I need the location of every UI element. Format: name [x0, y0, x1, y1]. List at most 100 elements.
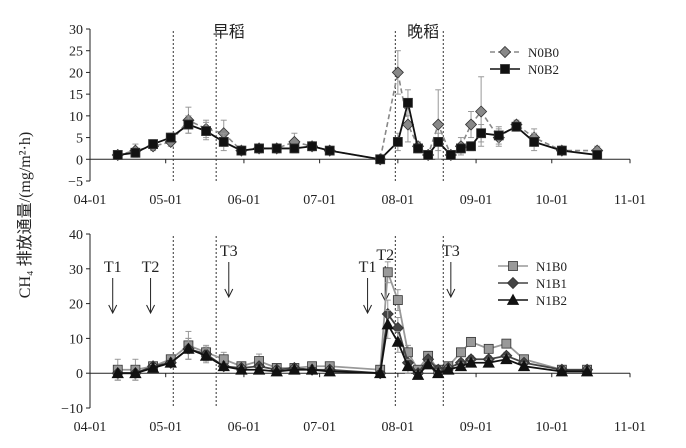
data-point — [112, 150, 123, 160]
data-point — [165, 132, 176, 143]
x-tick-label: 07-01 — [303, 420, 336, 435]
series-N0B2 — [112, 89, 603, 165]
legend-marker — [506, 276, 520, 290]
data-point — [592, 150, 603, 160]
legend-marker — [498, 45, 512, 59]
y-tick-label: 20 — [69, 66, 83, 81]
data-point — [493, 130, 504, 141]
data-point — [442, 363, 455, 375]
fertilization-label: T2 — [142, 259, 160, 276]
legend-label: N0B2 — [528, 62, 559, 77]
series-line — [117, 102, 598, 161]
data-point — [111, 366, 124, 379]
data-point — [183, 119, 194, 130]
fertilization-label: T3 — [220, 243, 238, 260]
data-point — [464, 356, 478, 368]
data-point — [324, 145, 335, 156]
legend-label: N1B1 — [536, 276, 567, 291]
data-point — [556, 145, 567, 156]
x-tick-label: 10-01 — [535, 420, 568, 435]
data-point — [432, 366, 445, 379]
x-tick-label: 07-01 — [303, 193, 336, 208]
data-point — [529, 137, 540, 147]
series-line — [117, 271, 588, 372]
panel-1: 30 25 20 15 10 5 0 −5 04-01 05-01 06-01 07-01 08-01 0… — [68, 23, 646, 208]
data-point — [218, 137, 229, 147]
data-point — [164, 356, 177, 368]
series-line — [117, 321, 588, 377]
legend-marker — [500, 64, 510, 74]
y-tick-label: 40 — [69, 228, 83, 243]
x-tick-label: 10-01 — [535, 193, 568, 208]
data-point — [289, 143, 300, 154]
data-point — [130, 147, 141, 158]
fertilization-arrowhead — [146, 304, 156, 315]
data-point — [475, 105, 488, 118]
fertilization-label: T2 — [376, 247, 394, 264]
data-point — [511, 121, 522, 132]
data-point — [391, 335, 405, 347]
data-point — [403, 97, 413, 108]
data-point — [235, 363, 248, 375]
data-point — [288, 363, 301, 375]
x-tick-label: 04-01 — [74, 193, 107, 208]
data-point — [381, 318, 394, 330]
series-N1B2 — [111, 310, 594, 381]
y-tick-label: 0 — [76, 367, 83, 382]
data-point — [129, 366, 142, 379]
y-tick-label: 10 — [69, 332, 83, 347]
y-tick-label: 0 — [76, 153, 83, 168]
fertilization-label: T3 — [442, 243, 460, 260]
data-point — [500, 352, 513, 365]
y-tick-label: −10 — [61, 402, 83, 417]
x-tick-label: 08-01 — [382, 193, 415, 208]
panel-2: 40 30 20 10 0 −10 04-01 05-01 06-01 07-01 08-01 09-… — [61, 228, 646, 435]
data-point — [433, 137, 444, 147]
legend-marker — [506, 293, 520, 305]
data-point — [252, 363, 266, 375]
data-point — [391, 66, 404, 79]
x-tick-label: 11-01 — [614, 420, 646, 435]
y-tick-label: 5 — [76, 132, 83, 147]
fertilization-label: T1 — [359, 259, 377, 276]
data-point — [464, 118, 478, 131]
data-point — [466, 141, 476, 152]
x-tick-label: 06-01 — [228, 193, 261, 208]
data-point — [392, 295, 403, 306]
data-point — [501, 338, 512, 349]
data-point — [305, 363, 319, 375]
data-point — [254, 143, 264, 154]
fertilization-arrowhead — [446, 288, 456, 299]
data-point — [483, 343, 494, 354]
data-point — [323, 365, 336, 377]
fertilization-arrowhead — [363, 304, 373, 315]
y-tick-label: 15 — [69, 88, 83, 103]
data-point — [432, 118, 445, 131]
data-point — [456, 143, 466, 154]
data-point — [148, 139, 158, 149]
data-point — [307, 141, 317, 152]
legend-label: N1B2 — [536, 293, 567, 308]
y-tick-label: 30 — [69, 23, 83, 38]
y-tick-label: −5 — [68, 175, 83, 190]
data-point — [482, 356, 495, 368]
data-point — [236, 145, 247, 156]
data-point — [411, 368, 425, 380]
data-point — [217, 359, 230, 372]
data-point — [423, 150, 434, 160]
data-point — [413, 143, 423, 154]
season-label: 早稻 — [213, 23, 245, 41]
data-point — [199, 349, 213, 361]
data-point — [456, 347, 466, 358]
season-label: 晚稻 — [407, 23, 439, 41]
data-point — [201, 126, 211, 136]
data-point — [580, 365, 594, 377]
data-point — [466, 336, 476, 347]
data-point — [401, 359, 415, 372]
series-line — [117, 72, 598, 161]
fertilization-arrowhead — [224, 288, 234, 299]
data-point — [517, 359, 531, 372]
legend-marker — [508, 261, 518, 271]
y-tick-label: 25 — [69, 45, 83, 60]
data-point — [375, 154, 386, 165]
